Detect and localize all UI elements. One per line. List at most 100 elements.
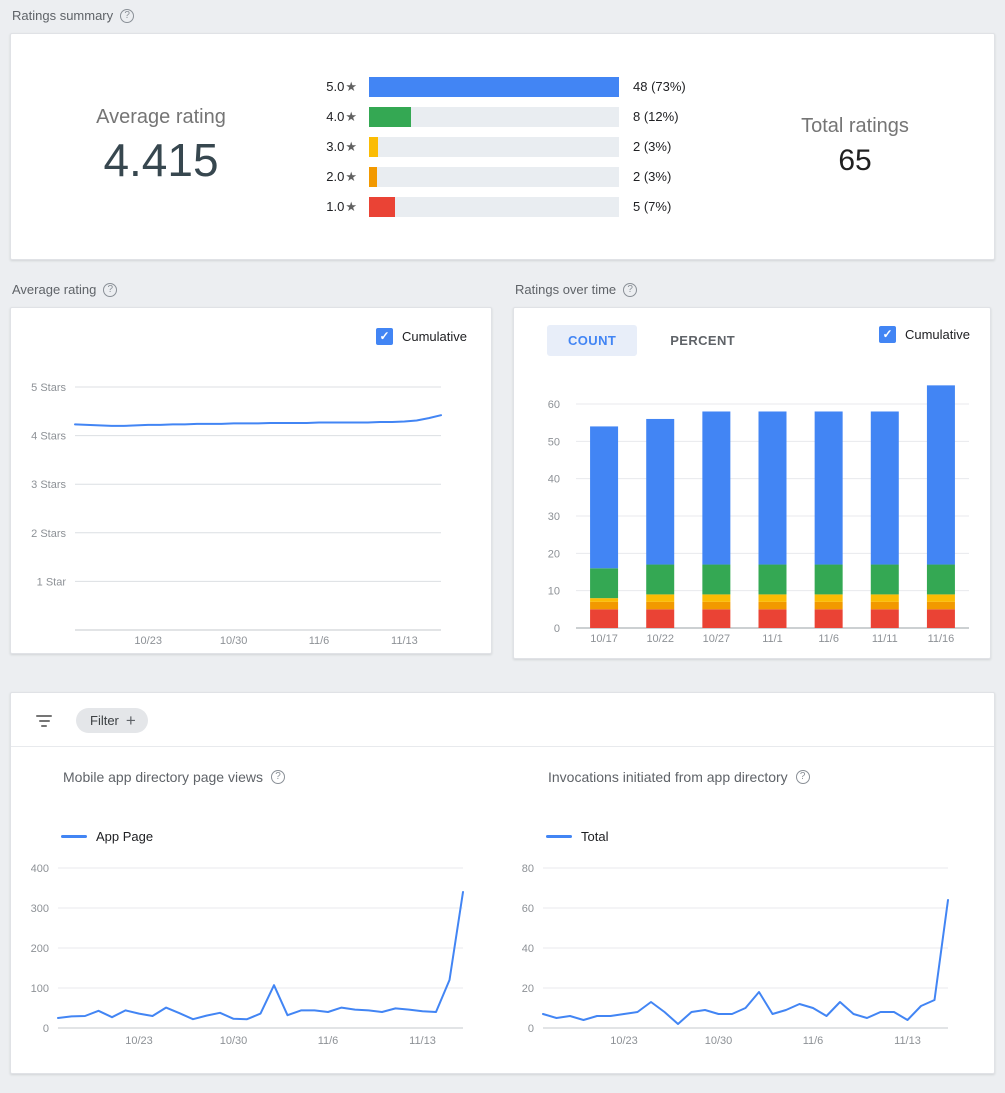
svg-text:3 Stars: 3 Stars [31,479,66,491]
help-icon[interactable]: ? [120,8,135,23]
svg-text:10/23: 10/23 [125,1035,153,1047]
help-icon[interactable]: ? [623,282,638,297]
distribution-row-5: 5.0 ★ 48 (73%) [311,76,716,97]
middle-row: Average rating ? ✓ Cumulative 5 Stars 4 S… [10,282,995,659]
rating-bar-fill [369,106,411,127]
svg-text:11/16: 11/16 [928,633,955,645]
legend-label: App Page [96,829,154,844]
help-icon[interactable]: ? [103,282,118,297]
rating-bar-track [369,166,619,187]
plus-icon: + [125,711,136,730]
page-views-title-row: Mobile app directory page views ? [63,769,511,785]
svg-text:0: 0 [554,623,560,635]
help-icon[interactable]: ? [271,770,285,784]
help-icon[interactable]: ? [795,770,810,784]
rating-bar-fill [369,166,377,187]
ratings-over-time-header: Ratings over time ? [515,282,991,297]
average-rating-chart[interactable]: 5 Stars 4 Stars 3 Stars 2 Stars 1 Star 10/23 1… [11,308,491,653]
checkbox-checked-icon[interactable]: ✓ [375,328,393,345]
rating-bar-track [369,76,619,97]
invocations-chart[interactable]: 0 20 40 60 80 10/23 10/30 11/6 11/13 [516,852,996,1050]
star-icon: ★ [345,198,357,214]
ratings-over-time-section-title: Ratings over time [515,282,617,297]
filter-row: Filter + [11,693,994,746]
rating-count-label: 2 (3%) [633,139,672,154]
tab-count[interactable]: COUNT [547,325,638,356]
invocations-title-row: Invocations initiated from app directory… [548,769,996,785]
page-views-chart-block: Mobile app directory page views ? App Pa… [31,769,511,1050]
svg-text:11/6: 11/6 [318,1035,339,1047]
rating-count-label: 48 (73%) [633,79,686,94]
rating-bar-fill [369,136,378,157]
svg-text:10: 10 [548,586,560,598]
svg-text:4 Stars: 4 Stars [31,431,66,443]
average-rating-block: Average rating 4.415 [11,106,311,187]
filter-list-icon [35,712,53,730]
legend-label: Total [581,829,609,844]
svg-text:10/22: 10/22 [646,633,674,645]
svg-text:2 Stars: 2 Stars [31,528,66,540]
distribution-row-3: 3.0 ★ 2 (3%) [311,136,716,157]
svg-text:10/27: 10/27 [703,633,731,645]
svg-text:10/23: 10/23 [610,1035,638,1047]
star-icon: ★ [345,168,357,184]
rating-bar-track [369,196,619,217]
svg-text:80: 80 [522,863,534,875]
total-ratings-label: Total ratings [801,115,909,137]
invocations-legend: Total [546,829,996,844]
average-rating-header: Average rating ? [12,282,492,297]
star-icon: ★ [345,108,357,124]
app-page-views-chart[interactable]: 0 100 200 300 400 10/23 10/30 11/6 11/13 [31,852,511,1050]
svg-text:60: 60 [548,399,560,411]
average-rating-label: Average rating [96,106,226,128]
cumulative-label: Cumulative [904,327,970,342]
stars-label: 3.0 [326,139,345,154]
rating-bar-fill [369,196,395,217]
svg-text:300: 300 [31,903,49,915]
star-icon: ★ [345,138,357,154]
rating-bar-fill [369,76,619,97]
svg-text:50: 50 [548,436,560,448]
page-views-legend: App Page [61,829,511,844]
distribution-row-1: 1.0 ★ 5 (7%) [311,196,716,217]
distribution-row-2: 2.0 ★ 2 (3%) [311,166,716,187]
rating-distribution: 5.0 ★ 48 (73%) 4.0 ★ 8 (12%) 3.0 ★ 2 (3%) 2… [311,67,716,227]
cumulative-checkbox[interactable]: ✓ Cumulative [375,328,467,345]
legend-line-swatch [546,835,572,838]
rating-count-label: 8 (12%) [633,109,679,124]
svg-text:11/13: 11/13 [391,635,418,647]
average-rating-section-title: Average rating [12,282,97,297]
rating-count-label: 2 (3%) [633,169,672,184]
directory-charts-row: Mobile app directory page views ? App Pa… [11,747,994,1050]
directory-metrics-card: Filter + Mobile app directory page views… [10,692,995,1074]
cumulative-checkbox[interactable]: ✓ Cumulative [878,326,970,343]
svg-text:10/30: 10/30 [705,1035,733,1047]
svg-text:200: 200 [31,943,49,955]
average-rating-value: 4.415 [103,134,219,186]
svg-text:11/13: 11/13 [894,1035,921,1047]
average-rating-chart-card: ✓ Cumulative 5 Stars 4 Stars 3 Stars 2 Star… [10,307,492,654]
svg-text:20: 20 [522,983,534,995]
svg-text:30: 30 [548,511,560,523]
svg-text:11/6: 11/6 [818,633,839,645]
svg-text:11/6: 11/6 [803,1035,824,1047]
svg-text:11/13: 11/13 [409,1035,436,1047]
filter-chip-label: Filter [90,713,119,728]
ratings-over-time-chart[interactable]: 0 10 20 30 40 50 60 10/17 10/22 10/27 11/1 11/6 11/1… [514,308,990,658]
tab-percent[interactable]: PERCENT [670,333,736,348]
ratings-summary-header: Ratings summary ? [12,8,995,23]
divider [11,746,994,747]
distribution-row-4: 4.0 ★ 8 (12%) [311,106,716,127]
svg-text:60: 60 [522,903,534,915]
svg-text:10/30: 10/30 [220,1035,248,1047]
legend-line-swatch [61,835,87,838]
rating-count-label: 5 (7%) [633,199,672,214]
ratings-summary-card: Average rating 4.415 5.0 ★ 48 (73%) 4.0 ★ … [10,33,995,260]
stars-label: 1.0 [326,199,345,214]
rating-bar-track [369,106,619,127]
svg-text:11/6: 11/6 [309,635,330,647]
count-percent-tabs: COUNT PERCENT [547,325,756,356]
filter-chip[interactable]: Filter + [76,708,148,733]
checkbox-checked-icon[interactable]: ✓ [878,326,896,343]
